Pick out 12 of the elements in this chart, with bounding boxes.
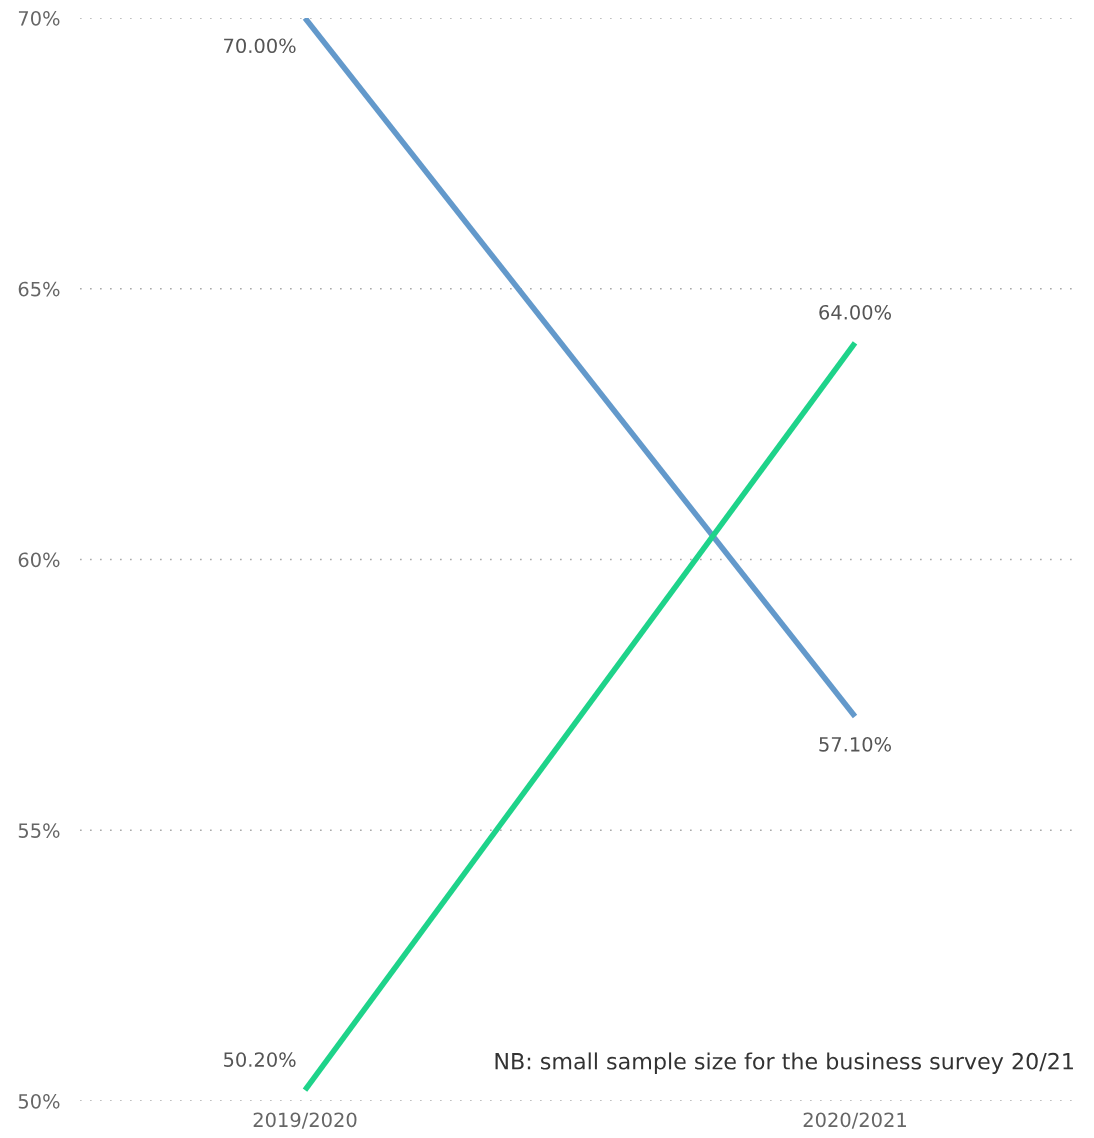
y-tick-label: 70% [18,10,60,26]
data-label: 64.00% [819,304,891,320]
x-tick-label: 2020/2021 [803,1112,906,1129]
y-tick-label: 55% [18,823,60,838]
data-label: 70.00% [224,38,296,54]
y-tick-label: 50% [18,1093,60,1109]
y-tick-label: 65% [18,281,60,297]
data-label: 57.10% [819,736,891,752]
y-tick-label: 60% [18,552,60,568]
x-tick-label: 2019/2020 [253,1112,357,1129]
data-label: 50.20% [224,1052,296,1067]
annotation: NB: small sample size for the business survey 20/21 [495,1052,1073,1074]
